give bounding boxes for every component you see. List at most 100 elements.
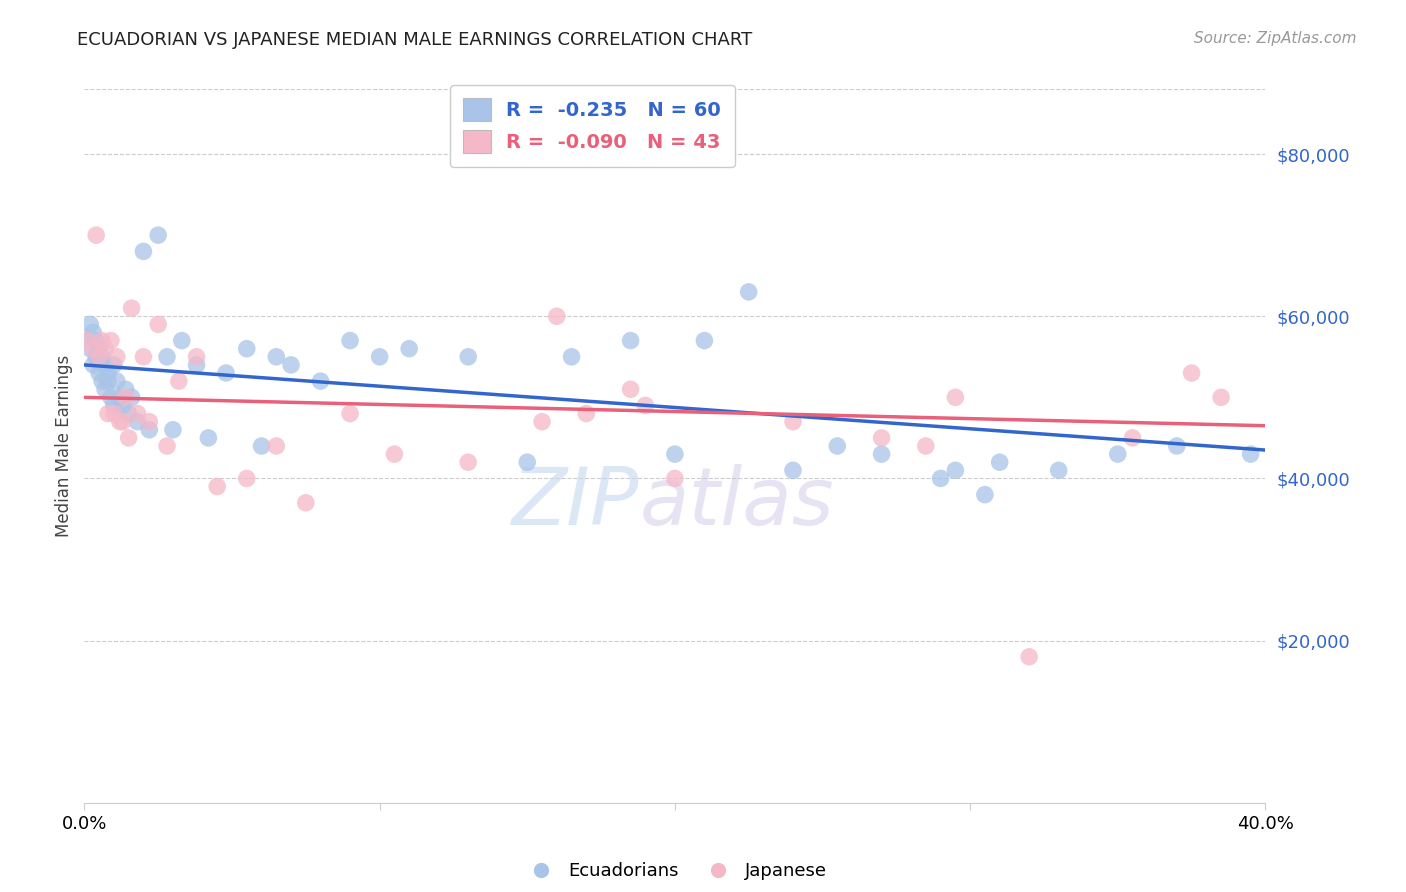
Point	[738, 285, 761, 299]
Point	[111, 399, 134, 413]
Point	[138, 423, 160, 437]
Point	[339, 407, 361, 421]
Point	[76, 334, 98, 348]
Point	[915, 439, 938, 453]
Point	[94, 342, 117, 356]
Point	[309, 374, 332, 388]
Point	[87, 342, 111, 356]
Point	[945, 463, 967, 477]
Point	[266, 350, 288, 364]
Point	[100, 334, 122, 348]
Point	[664, 471, 686, 485]
Point	[132, 350, 155, 364]
Point	[97, 407, 120, 421]
Text: ECUADORIAN VS JAPANESE MEDIAN MALE EARNINGS CORRELATION CHART: ECUADORIAN VS JAPANESE MEDIAN MALE EARNI…	[77, 31, 752, 49]
Point	[103, 358, 125, 372]
Point	[1107, 447, 1129, 461]
Point	[87, 350, 111, 364]
Point	[156, 350, 179, 364]
Point	[186, 350, 208, 364]
Point	[945, 390, 967, 404]
Point	[114, 390, 136, 404]
Point	[1047, 463, 1070, 477]
Point	[280, 358, 302, 372]
Point	[827, 439, 849, 453]
Point	[457, 455, 479, 469]
Point	[457, 350, 479, 364]
Point	[398, 342, 420, 356]
Point	[132, 244, 155, 259]
Point	[170, 334, 193, 348]
Point	[79, 318, 101, 332]
Point	[127, 415, 149, 429]
Point	[108, 415, 131, 429]
Point	[97, 374, 120, 388]
Point	[215, 366, 238, 380]
Point	[148, 228, 170, 243]
Point	[127, 407, 149, 421]
Point	[1211, 390, 1233, 404]
Point	[782, 415, 804, 429]
Point	[103, 399, 125, 413]
Y-axis label: Median Male Earnings: Median Male Earnings	[55, 355, 73, 537]
Point	[561, 350, 583, 364]
Point	[111, 415, 134, 429]
Point	[1181, 366, 1204, 380]
Point	[620, 334, 643, 348]
Point	[870, 431, 893, 445]
Point	[250, 439, 273, 453]
Point	[236, 342, 259, 356]
Point	[1166, 439, 1188, 453]
Point	[84, 350, 107, 364]
Point	[97, 366, 120, 380]
Point	[82, 342, 104, 356]
Point	[91, 350, 114, 364]
Point	[266, 439, 288, 453]
Point	[82, 358, 104, 372]
Point	[84, 334, 107, 348]
Point	[207, 479, 229, 493]
Text: atlas: atlas	[640, 464, 834, 542]
Point	[114, 382, 136, 396]
Point	[79, 342, 101, 356]
Point	[94, 358, 117, 372]
Point	[339, 334, 361, 348]
Point	[121, 301, 143, 315]
Point	[91, 374, 114, 388]
Point	[531, 415, 554, 429]
Point	[82, 326, 104, 340]
Point	[236, 471, 259, 485]
Point	[118, 407, 141, 421]
Point	[156, 439, 179, 453]
Point	[118, 431, 141, 445]
Point	[162, 423, 184, 437]
Point	[1018, 649, 1040, 664]
Point	[575, 407, 598, 421]
Point	[516, 455, 538, 469]
Point	[382, 447, 406, 461]
Point	[929, 471, 952, 485]
Point	[84, 228, 107, 243]
Point	[782, 463, 804, 477]
Point	[197, 431, 219, 445]
Point	[295, 496, 318, 510]
Text: ZIP: ZIP	[512, 464, 640, 542]
Legend: Ecuadorians, Japanese: Ecuadorians, Japanese	[516, 855, 834, 887]
Point	[693, 334, 716, 348]
Point	[167, 374, 190, 388]
Point	[105, 374, 128, 388]
Point	[87, 366, 111, 380]
Point	[1122, 431, 1144, 445]
Point	[103, 407, 125, 421]
Point	[1240, 447, 1263, 461]
Text: Source: ZipAtlas.com: Source: ZipAtlas.com	[1194, 31, 1357, 46]
Point	[148, 318, 170, 332]
Point	[108, 390, 131, 404]
Point	[620, 382, 643, 396]
Point	[121, 390, 143, 404]
Point	[974, 488, 997, 502]
Point	[870, 447, 893, 461]
Point	[546, 310, 568, 324]
Point	[76, 334, 98, 348]
Point	[100, 390, 122, 404]
